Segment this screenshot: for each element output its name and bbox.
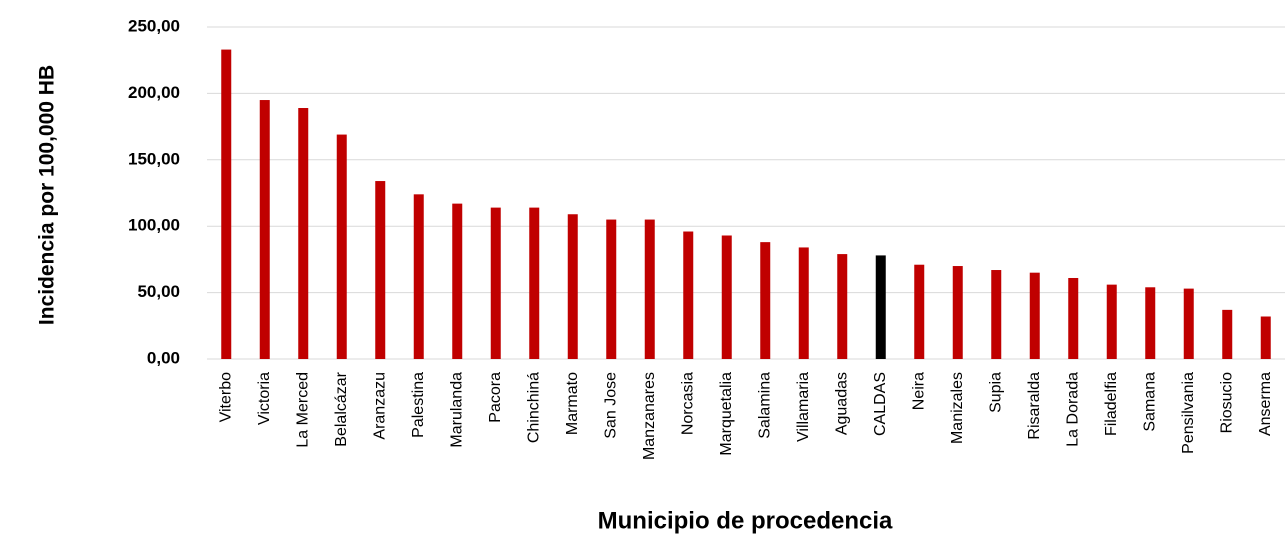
bar	[336, 134, 347, 359]
x-tick-label: Manzanares	[641, 372, 658, 460]
x-tick-label: Palestina	[410, 372, 427, 438]
x-tick-label: Manizales	[949, 372, 966, 444]
x-tick-label: Marmato	[564, 372, 581, 435]
x-tick-label: Villamaria	[795, 372, 812, 442]
bar	[721, 235, 732, 359]
x-tick-label: Risaralda	[1026, 372, 1043, 440]
x-tick-label: Aranzazu	[371, 372, 388, 440]
x-tick-label: La Merced	[294, 372, 311, 448]
x-tick-label: San Jose	[602, 372, 619, 439]
bar	[413, 194, 424, 359]
bar	[798, 247, 809, 359]
y-tick-label: 0,00	[147, 348, 180, 367]
bar	[529, 207, 540, 359]
x-tick-label: Viterbo	[217, 372, 234, 423]
x-tick-label: Marquetalia	[718, 372, 735, 456]
bar	[1183, 288, 1194, 359]
x-axis-title: Municipio de procedencia	[598, 507, 893, 534]
bar	[760, 242, 771, 359]
y-axis-title: Incidencia por 100,000 HB	[36, 65, 59, 325]
y-tick-label: 150,00	[128, 149, 180, 168]
x-tick-label: Filadelfia	[1103, 372, 1120, 436]
bar	[683, 231, 694, 359]
bar	[837, 254, 848, 359]
bar	[914, 264, 925, 359]
bar	[375, 181, 386, 359]
x-tick-label: La Dorada	[1064, 372, 1081, 447]
bar	[875, 255, 886, 359]
bar	[452, 203, 463, 359]
y-tick-label: 250,00	[128, 16, 180, 35]
bar	[606, 219, 617, 359]
bar	[1222, 309, 1233, 359]
x-tick-label: Riosucio	[1218, 372, 1235, 433]
bar	[1145, 287, 1156, 359]
x-tick-label: CALDAS	[872, 372, 889, 436]
bar	[1260, 316, 1271, 359]
bar	[952, 266, 963, 359]
bar	[259, 100, 270, 359]
bar	[644, 219, 655, 359]
x-tick-label: Pacora	[487, 372, 504, 423]
bar	[1106, 284, 1117, 359]
x-tick-label: Belalcázar	[333, 371, 350, 446]
x-tick-label: Pensilvania	[1180, 372, 1197, 454]
x-tick-label: Chinchiná	[525, 372, 542, 443]
x-tick-label: Samana	[1141, 372, 1158, 432]
y-tick-label: 200,00	[128, 83, 180, 102]
y-tick-label: 50,00	[137, 282, 180, 301]
x-tick-label: Marulanda	[448, 372, 465, 448]
bar	[991, 270, 1002, 359]
x-tick-label: Norcasia	[679, 372, 696, 435]
x-tick-label: Anserma	[1257, 372, 1274, 436]
y-tick-label: 100,00	[128, 216, 180, 235]
bar	[221, 49, 232, 360]
bar	[1029, 272, 1040, 359]
bar	[298, 108, 309, 360]
bar	[567, 214, 578, 359]
bar	[1068, 277, 1079, 359]
x-tick-label: Neira	[910, 372, 927, 410]
x-tick-label: Supia	[987, 372, 1004, 413]
bar	[490, 207, 501, 359]
x-tick-label: Salamina	[756, 372, 773, 439]
x-tick-label: Victoria	[256, 372, 273, 425]
x-tick-label: Aguadas	[833, 372, 850, 435]
